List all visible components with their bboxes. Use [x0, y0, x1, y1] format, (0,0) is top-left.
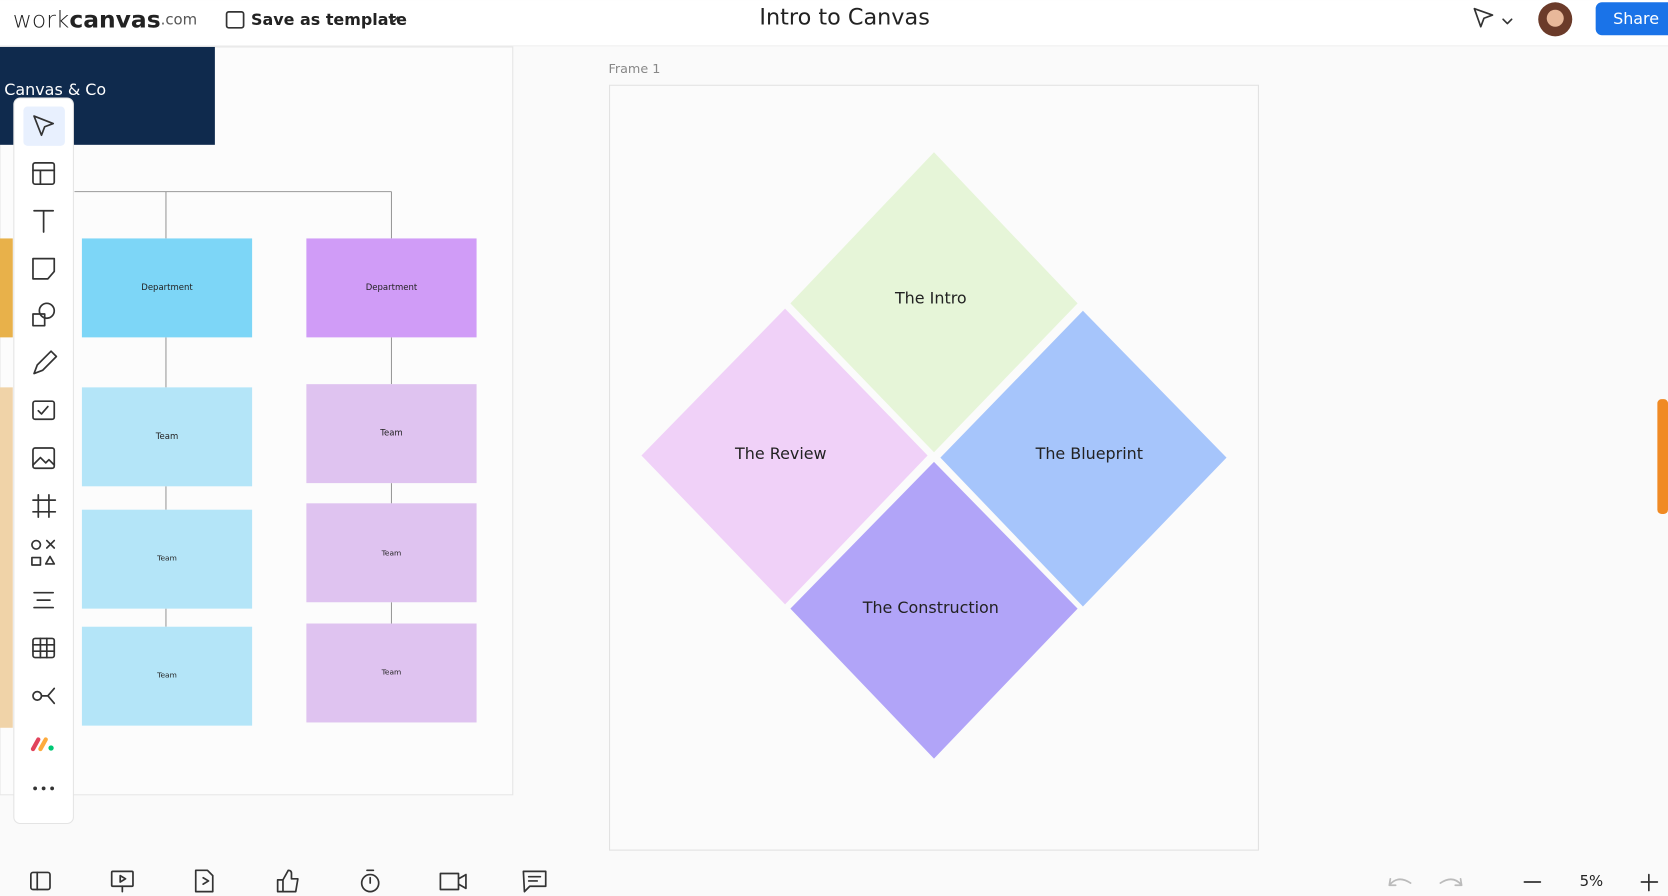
team-label: Team [156, 671, 177, 680]
banner-text: Canvas & Co [4, 80, 106, 99]
side-strip [0, 238, 13, 338]
connectors [74, 191, 393, 627]
team-label: Team [156, 554, 177, 563]
team-label: Team [381, 667, 402, 676]
team-box[interactable] [81, 626, 253, 726]
tool-template[interactable] [32, 162, 56, 186]
team-label: Team [155, 432, 178, 442]
footer-tools: 5% [29, 869, 1659, 893]
undo[interactable] [1388, 877, 1412, 887]
panel-toggle[interactable] [29, 871, 51, 891]
tool-shapes[interactable] [32, 302, 56, 327]
team-label: Team [381, 548, 402, 557]
tool-task[interactable] [32, 400, 56, 421]
share-button[interactable] [1595, 2, 1668, 36]
section-label: The Construction [862, 598, 999, 617]
tool-align[interactable] [33, 591, 55, 609]
tool-mindmap[interactable] [32, 687, 56, 705]
share-label: Share [1613, 9, 1659, 28]
team-label: Team [379, 429, 402, 439]
section-intro[interactable] [790, 152, 1078, 453]
team-box[interactable] [306, 623, 477, 723]
avatar-face [1546, 9, 1564, 27]
section-construction[interactable] [790, 461, 1078, 759]
department-label: Department [366, 283, 418, 293]
department-box[interactable] [81, 238, 253, 338]
doc-title[interactable]: Intro to Canvas [759, 5, 929, 31]
timer[interactable] [360, 869, 380, 893]
tool-text[interactable] [33, 209, 55, 233]
edge-tab [1657, 399, 1668, 514]
export[interactable] [194, 869, 214, 893]
redo[interactable] [1439, 877, 1463, 887]
zoom-in[interactable] [1640, 873, 1659, 892]
vote[interactable] [276, 869, 299, 893]
department-box[interactable] [306, 238, 477, 338]
side-strip [0, 387, 13, 728]
tool-elements[interactable] [31, 539, 56, 566]
comments[interactable] [522, 870, 547, 893]
tool-monday[interactable] [30, 737, 54, 752]
save-template[interactable]: Save as template [251, 10, 407, 29]
logo[interactable]: workcanvas.com [13, 5, 197, 33]
section-label: The Intro [894, 289, 967, 308]
team-box[interactable] [306, 503, 477, 603]
team-box[interactable] [81, 387, 253, 487]
video[interactable] [439, 872, 467, 891]
section-blueprint[interactable] [940, 310, 1227, 607]
zoom-level: 5% [1580, 872, 1604, 890]
frame-label: Frame 1 [608, 62, 660, 77]
department-label: Department [141, 283, 193, 293]
tool-table[interactable] [32, 637, 56, 659]
tool-sticky[interactable] [32, 257, 56, 280]
chevron [388, 16, 399, 23]
tool-select[interactable] [33, 115, 55, 137]
header [0, 0, 1668, 46]
present-icon[interactable] [1473, 7, 1494, 28]
template-icon [225, 11, 245, 29]
section-label: The Review [734, 444, 827, 463]
logo-suffix: .com [161, 10, 198, 28]
section-label: The Blueprint [1035, 444, 1143, 463]
team-box[interactable] [81, 509, 253, 609]
section-review[interactable] [641, 308, 928, 605]
present[interactable] [110, 870, 134, 893]
tool-pen[interactable] [33, 350, 58, 375]
tool-frame[interactable] [32, 493, 57, 518]
tool-image[interactable] [32, 447, 56, 470]
chevron [1502, 18, 1513, 25]
team-box[interactable] [306, 384, 477, 484]
logo-canvas: canvas [69, 5, 160, 33]
tool-more[interactable] [33, 786, 55, 791]
logo-work: work [13, 5, 70, 33]
